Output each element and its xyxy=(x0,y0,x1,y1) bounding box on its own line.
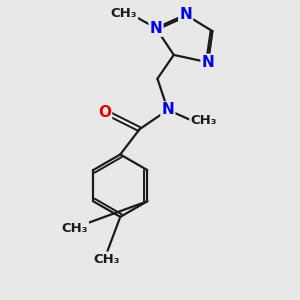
Text: CH₃: CH₃ xyxy=(94,253,120,266)
Text: O: O xyxy=(98,105,111,120)
Text: CH₃: CH₃ xyxy=(61,222,88,235)
Text: N: N xyxy=(179,7,192,22)
Text: N: N xyxy=(161,102,174,117)
Text: N: N xyxy=(150,21,162,36)
Text: CH₃: CH₃ xyxy=(190,114,217,127)
Text: N: N xyxy=(202,55,214,70)
Text: CH₃: CH₃ xyxy=(111,7,137,20)
